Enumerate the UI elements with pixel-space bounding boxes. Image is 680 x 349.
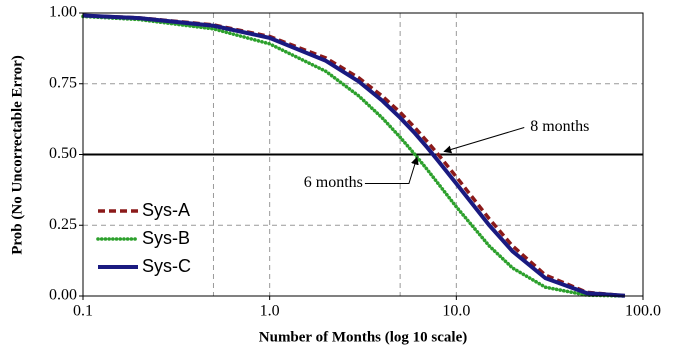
y-tick-label: 1.00 (49, 4, 77, 21)
x-tick-label: 0.1 (73, 303, 93, 320)
annotation: 8 months (530, 118, 589, 135)
y-tick-label: 0.50 (49, 145, 77, 162)
annotation-arrow (443, 127, 525, 154)
legend-label: Sys-B (142, 228, 190, 248)
series-line (82, 13, 626, 298)
annotation-arrow (364, 156, 419, 184)
x-axis-label: Number of Months (log 10 scale) (259, 329, 467, 345)
y-tick-label: 0.75 (49, 74, 77, 91)
annotation: 6 months (304, 174, 363, 191)
series-line (82, 13, 626, 298)
y-tick-label: 0.25 (49, 216, 77, 233)
x-tick-label: 10.0 (442, 303, 470, 320)
legend-label: Sys-A (142, 200, 190, 220)
y-tick-label: 0.00 (49, 287, 77, 304)
x-tick-label: 1.0 (260, 303, 280, 320)
y-axis-label: Prob (No Uncorrectable Error) (9, 55, 25, 255)
x-tick-label: 100.0 (625, 303, 661, 320)
plot-frame (82, 12, 644, 297)
series-line (81, 14, 627, 298)
legend-label: Sys-C (142, 256, 191, 276)
